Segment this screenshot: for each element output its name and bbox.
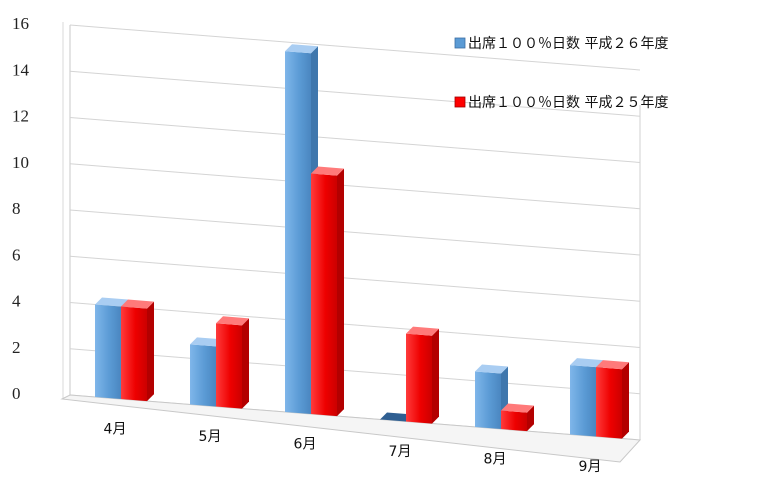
bar-front bbox=[475, 371, 501, 430]
bar-top bbox=[285, 44, 318, 54]
y-tick-label: 16 bbox=[12, 14, 29, 33]
y-tick-label: 2 bbox=[12, 338, 21, 357]
legend-label-series-2: 出席１００％日数 平成２５年度 bbox=[468, 95, 668, 111]
bar-top bbox=[475, 364, 508, 374]
bar-series-2-5月 bbox=[216, 316, 249, 409]
bar-series-2-7月 bbox=[406, 326, 439, 424]
bar-top bbox=[311, 166, 344, 176]
y-tick-label: 0 bbox=[12, 384, 21, 403]
bar-side bbox=[242, 318, 249, 409]
y-tick-label: 12 bbox=[12, 107, 29, 126]
y-tick-label: 8 bbox=[12, 199, 21, 218]
bar-series-2-9月 bbox=[596, 360, 629, 439]
bar-side bbox=[432, 328, 439, 424]
legend: 出席１００％日数 平成２６年度 出席１００％日数 平成２５年度 bbox=[454, 36, 668, 111]
bars bbox=[95, 44, 629, 439]
y-tick-label: 14 bbox=[12, 60, 30, 79]
legend-item-series-1: 出席１００％日数 平成２６年度 bbox=[454, 36, 668, 52]
gridline bbox=[69, 117, 641, 163]
gridline bbox=[69, 348, 641, 395]
bar-front bbox=[216, 323, 242, 409]
bar-top bbox=[570, 358, 603, 368]
bar-front bbox=[570, 365, 596, 437]
y-tick-label: 4 bbox=[12, 292, 21, 311]
legend-swatch-series-2 bbox=[454, 96, 466, 108]
bar-series-2-8月 bbox=[501, 403, 534, 432]
bar-front bbox=[596, 367, 622, 439]
bar-top bbox=[406, 326, 439, 336]
bar-series-1-8月 bbox=[475, 364, 508, 430]
bar-front bbox=[406, 333, 432, 424]
x-category-label: 9月 bbox=[579, 459, 602, 475]
bar-side bbox=[622, 362, 629, 439]
gridline bbox=[69, 255, 641, 302]
bar-series-2-6月 bbox=[311, 166, 344, 417]
gridline bbox=[69, 24, 641, 71]
legend-label-series-1: 出席１００％日数 平成２６年度 bbox=[468, 36, 668, 52]
gridline bbox=[69, 70, 641, 117]
legend-swatch-series-1 bbox=[454, 37, 466, 49]
bar-series-2-4月 bbox=[121, 299, 154, 402]
bar-top bbox=[95, 297, 128, 307]
bar-front bbox=[285, 51, 311, 415]
bar-top bbox=[121, 299, 154, 309]
bar-front bbox=[190, 344, 216, 407]
bar-top bbox=[596, 360, 629, 370]
x-category-label: 4月 bbox=[104, 422, 127, 438]
gridline bbox=[69, 209, 641, 256]
x-category-label: 7月 bbox=[389, 444, 412, 460]
bar-front bbox=[501, 410, 527, 432]
x-category-label: 6月 bbox=[294, 437, 317, 453]
x-category-label: 8月 bbox=[484, 452, 507, 468]
bar-top bbox=[501, 403, 534, 413]
bar-front bbox=[311, 173, 337, 417]
y-tick-label: 6 bbox=[12, 245, 21, 264]
bar-top bbox=[190, 337, 223, 347]
y-tick-label: 10 bbox=[12, 153, 29, 172]
chart-floor bbox=[60, 394, 642, 463]
bar-front bbox=[121, 306, 147, 402]
floor-plane bbox=[60, 394, 642, 463]
bar-top bbox=[216, 316, 249, 326]
legend-item-series-2: 出席１００％日数 平成２５年度 bbox=[454, 95, 668, 111]
y-tick-labels: 0 2 4 6 8 10 12 14 16 bbox=[12, 14, 30, 403]
bar-series-1-7月 bbox=[380, 412, 413, 422]
gridline bbox=[69, 302, 641, 348]
gridlines bbox=[69, 24, 641, 441]
gridline bbox=[69, 163, 641, 210]
x-category-labels: 4月 5月 6月 7月 8月 9月 bbox=[104, 422, 602, 476]
bar-front bbox=[95, 304, 121, 400]
bar-side bbox=[337, 168, 344, 417]
bar-side bbox=[527, 405, 534, 432]
x-category-label: 5月 bbox=[199, 429, 222, 445]
bar-side bbox=[147, 301, 154, 402]
bar-top bbox=[380, 412, 413, 422]
